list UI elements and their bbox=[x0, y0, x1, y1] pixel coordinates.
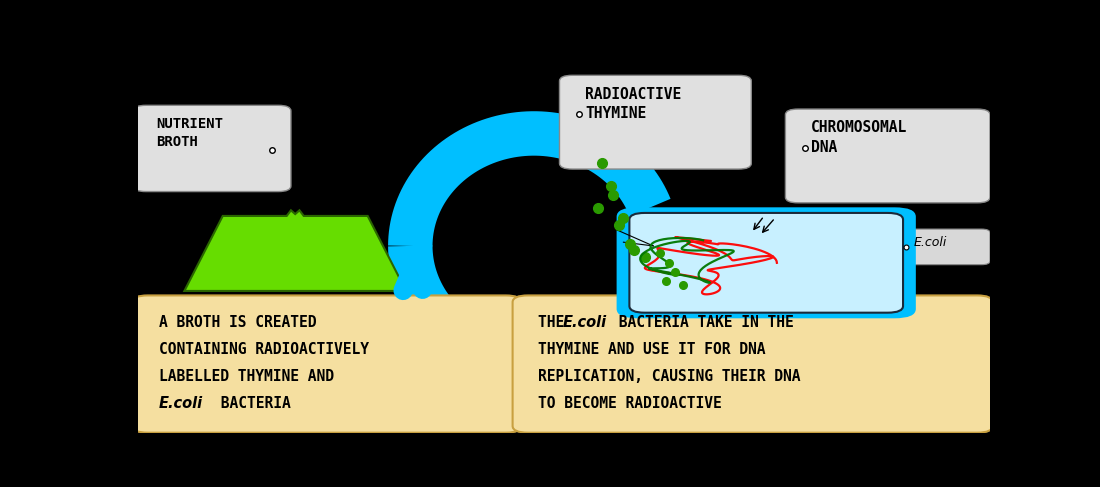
Text: E.coli: E.coli bbox=[563, 315, 607, 330]
FancyBboxPatch shape bbox=[785, 109, 990, 203]
Text: LABELLED THYMINE AND: LABELLED THYMINE AND bbox=[158, 369, 333, 384]
FancyBboxPatch shape bbox=[617, 207, 916, 318]
Text: NUTRIENT
BROTH: NUTRIENT BROTH bbox=[156, 116, 223, 149]
Text: E.coli: E.coli bbox=[913, 236, 947, 249]
Text: BACTERIA TAKE IN THE: BACTERIA TAKE IN THE bbox=[609, 315, 793, 330]
Text: CONTAINING RADIOACTIVELY: CONTAINING RADIOACTIVELY bbox=[158, 342, 368, 357]
Text: TO BECOME RADIOACTIVE: TO BECOME RADIOACTIVE bbox=[538, 396, 722, 412]
Text: THYMINE AND USE IT FOR DNA: THYMINE AND USE IT FOR DNA bbox=[538, 342, 766, 357]
Polygon shape bbox=[185, 210, 406, 291]
FancyBboxPatch shape bbox=[629, 213, 903, 313]
FancyBboxPatch shape bbox=[132, 296, 521, 432]
Text: CHROMOSOMAL
DNA: CHROMOSOMAL DNA bbox=[811, 120, 907, 155]
FancyBboxPatch shape bbox=[560, 75, 751, 169]
Text: E.coli: E.coli bbox=[158, 396, 202, 412]
Text: A BROTH IS CREATED: A BROTH IS CREATED bbox=[158, 315, 317, 330]
FancyBboxPatch shape bbox=[513, 296, 992, 432]
Text: BACTERIA: BACTERIA bbox=[211, 396, 290, 412]
Text: RADIOACTIVE
THYMINE: RADIOACTIVE THYMINE bbox=[585, 87, 681, 121]
FancyBboxPatch shape bbox=[892, 229, 990, 264]
Text: THE: THE bbox=[538, 315, 573, 330]
FancyBboxPatch shape bbox=[133, 105, 290, 191]
Text: REPLICATION, CAUSING THEIR DNA: REPLICATION, CAUSING THEIR DNA bbox=[538, 369, 801, 384]
